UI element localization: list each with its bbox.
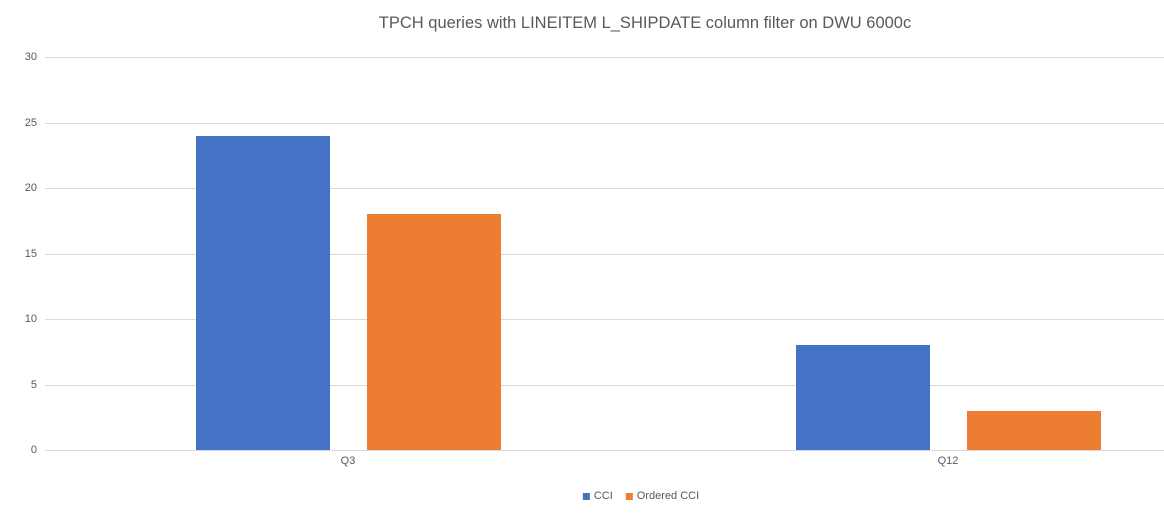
gridline-y-25 xyxy=(45,122,1164,124)
legend-item-cci: CCI xyxy=(582,490,613,502)
legend-swatch-cci xyxy=(582,492,590,500)
gridline-y-0 xyxy=(45,450,1164,451)
gridline-y-5 xyxy=(45,384,1164,386)
bar-cci-q3 xyxy=(195,135,330,450)
bar-cci-q12 xyxy=(795,345,930,450)
legend-label-cci: CCI xyxy=(593,490,613,502)
x-category-label-q3: Q3 xyxy=(340,455,356,467)
y-tick-label-10: 10 xyxy=(24,313,37,325)
legend-item-ordered-cci: Ordered CCI xyxy=(625,490,700,502)
chart-title: TPCH queries with LINEITEM L_SHIPDATE co… xyxy=(378,14,912,32)
y-tick-label-5: 5 xyxy=(30,378,37,391)
x-category-label-q12: Q12 xyxy=(937,455,959,467)
bar-ordered-cci-q3 xyxy=(366,214,501,450)
gridline-y-30 xyxy=(45,57,1164,58)
y-tick-label-25: 25 xyxy=(24,116,37,129)
gridline-y-20 xyxy=(45,188,1164,189)
legend-label-ordered-cci: Ordered CCI xyxy=(636,490,700,502)
legend: CCI Ordered CCI xyxy=(582,490,700,502)
y-tick-label-30: 30 xyxy=(24,51,37,63)
gridline-y-10 xyxy=(45,319,1164,320)
gridline-y-15 xyxy=(45,253,1164,255)
y-tick-label-20: 20 xyxy=(24,182,37,194)
y-tick-label-0: 0 xyxy=(30,444,37,456)
legend-swatch-ordered-cci xyxy=(625,492,633,500)
bar-ordered-cci-q12 xyxy=(966,410,1101,450)
y-tick-label-15: 15 xyxy=(24,247,37,260)
